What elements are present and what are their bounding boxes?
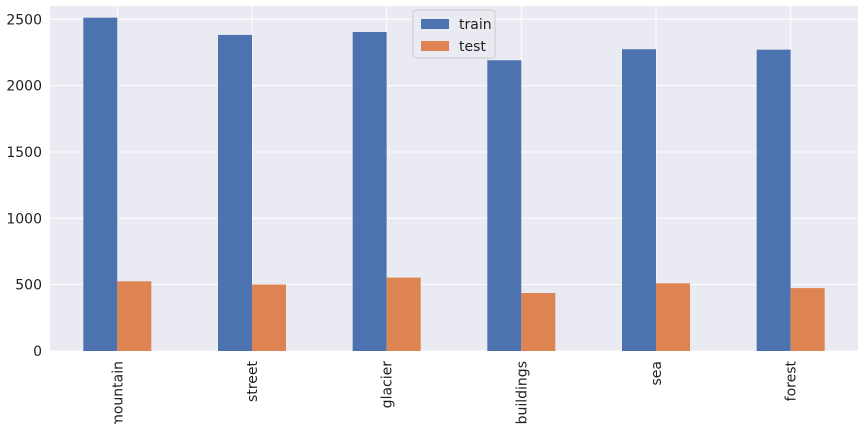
legend-label-train: train bbox=[459, 17, 492, 33]
x-tick-label: glacier bbox=[380, 361, 396, 409]
y-tick-label: 1500 bbox=[6, 145, 42, 161]
bar-test-sea bbox=[656, 283, 690, 351]
bar-train-street bbox=[218, 34, 252, 352]
plot-area bbox=[50, 6, 858, 351]
bar-test-street bbox=[252, 284, 286, 351]
y-tick-label: 1000 bbox=[6, 211, 42, 227]
legend-swatch-train bbox=[421, 19, 449, 29]
y-tick-label: 500 bbox=[15, 278, 42, 294]
y-tick-label: 0 bbox=[33, 344, 42, 360]
legend-swatch-test bbox=[421, 41, 449, 51]
x-tick-label: mountain bbox=[110, 361, 126, 424]
x-tick-label: forest bbox=[784, 360, 800, 401]
bar-test-mountain bbox=[117, 281, 152, 351]
bar-test-forest bbox=[790, 288, 825, 351]
bar-train-glacier bbox=[352, 32, 387, 351]
bar-train-sea bbox=[622, 49, 656, 351]
x-tick-label: street bbox=[245, 360, 261, 401]
x-tick-label: buildings bbox=[514, 361, 530, 424]
bar-test-glacier bbox=[386, 277, 421, 351]
bar-train-mountain bbox=[83, 17, 118, 352]
x-axis-ticks: mountain street glacier buildings sea forest bbox=[110, 360, 800, 427]
bar-train-forest bbox=[756, 49, 791, 352]
y-tick-label: 2500 bbox=[6, 12, 42, 28]
y-axis-ticks: 0 500 1000 1500 2000 2500 bbox=[6, 12, 42, 360]
bars bbox=[83, 17, 825, 352]
bar-train-buildings bbox=[487, 60, 522, 352]
x-tick-label: sea bbox=[649, 361, 665, 386]
legend: train test bbox=[412, 9, 496, 59]
y-tick-label: 2000 bbox=[6, 79, 42, 95]
bar-test-buildings bbox=[521, 293, 556, 351]
legend-label-test: test bbox=[459, 39, 486, 55]
